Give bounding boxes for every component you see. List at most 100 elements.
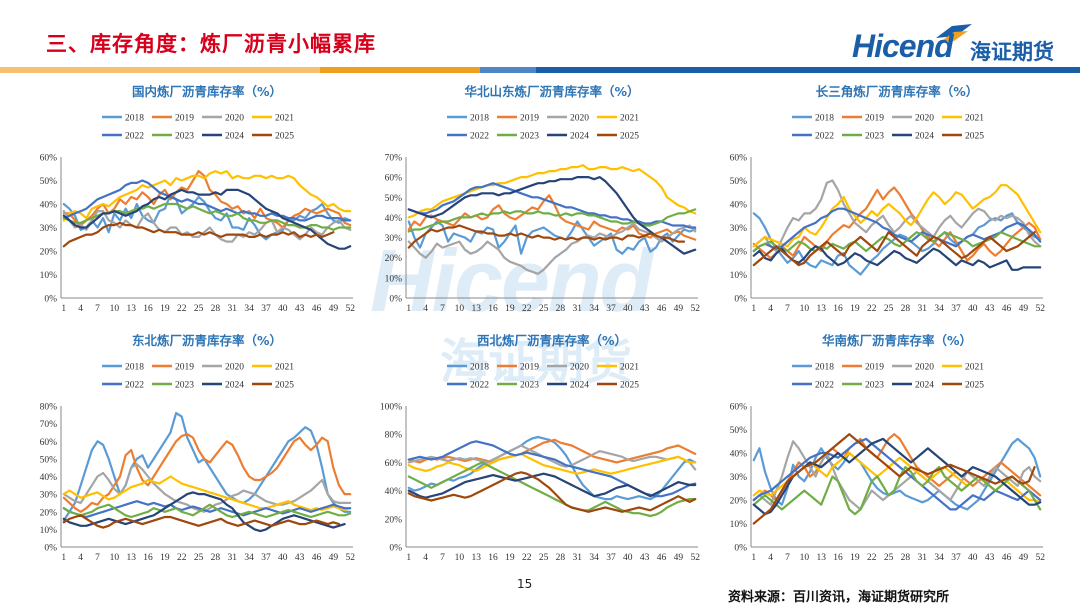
x-tick-label: 19 [505, 304, 515, 314]
series-line-2019 [407, 194, 697, 241]
y-tick-label: 20% [730, 497, 748, 507]
x-tick-label: 4 [78, 553, 83, 563]
x-tick-label: 19 [160, 304, 170, 314]
y-tick-label: 40% [730, 450, 748, 460]
x-tick-label: 10 [455, 553, 465, 563]
x-tick-label: 25 [539, 304, 549, 314]
x-tick-label: 25 [194, 553, 204, 563]
series-line-2019 [62, 169, 352, 229]
page-title: 三、库存角度：炼厂沥青小幅累库 [46, 32, 376, 56]
logo-flag-icon [936, 24, 972, 42]
x-tick-label: 16 [833, 304, 843, 314]
x-tick-label: 4 [768, 304, 773, 314]
series-line-2024 [407, 175, 697, 255]
series-line-2021 [62, 475, 352, 512]
y-tick-label: 30% [730, 224, 748, 234]
x-tick-label: 40 [278, 553, 288, 563]
legend-label: 2025 [275, 381, 294, 391]
legend-label: 2020 [570, 363, 589, 373]
x-tick-label: 19 [505, 553, 515, 563]
x-tick-label: 10 [800, 304, 810, 314]
series-line-2019 [62, 433, 352, 513]
x-tick-label: 46 [1002, 304, 1012, 314]
x-tick-label: 34 [244, 304, 254, 314]
x-tick-label: 22 [177, 553, 187, 563]
chart-title: 西北炼厂沥青库存率（%） [477, 333, 627, 348]
series-line-2025 [62, 221, 335, 248]
x-tick-label: 46 [1002, 553, 1012, 563]
chart-title: 华北山东炼厂沥青库存率（%） [464, 84, 639, 99]
chart-title: 东北炼厂沥青库存率（%） [132, 333, 282, 348]
header-band-3 [480, 67, 536, 73]
y-tick-label: 50% [40, 177, 58, 187]
x-tick-label: 13 [816, 304, 826, 314]
chart-svg: 东北炼厂沥青库存率（%） 2018 2019 2020 2021 2022 2023 2024… [40, 333, 356, 563]
series-line-2020 [752, 440, 1042, 511]
series-line-2021 [407, 452, 697, 475]
legend-label: 2023 [520, 381, 539, 391]
legend-label: 2023 [175, 381, 194, 391]
y-tick-label: 0% [734, 295, 747, 305]
x-tick-label: 13 [126, 304, 136, 314]
legend-label: 2022 [815, 381, 834, 391]
x-tick-label: 43 [295, 304, 305, 314]
x-tick-label: 34 [934, 553, 944, 563]
y-tick-label: 100% [380, 403, 402, 413]
chart-svg: 西北炼厂沥青库存率（%） 2018 2019 2020 2021 2022 2023 2024… [380, 333, 700, 563]
legend-label: 2018 [470, 114, 489, 124]
y-tick-label: 60% [730, 154, 748, 164]
chart-title: 国内炼厂沥青库存率（%） [132, 84, 282, 99]
y-tick-label: 0% [44, 295, 57, 305]
x-tick-label: 25 [539, 553, 549, 563]
x-tick-label: 34 [934, 304, 944, 314]
x-tick-label: 52 [690, 553, 700, 563]
y-tick-label: 10% [40, 271, 58, 281]
chart-svg: 国内炼厂沥青库存率（%） 2018 2019 2020 2021 2022 2023 2024… [40, 84, 356, 314]
y-tick-label: 50% [730, 426, 748, 436]
x-tick-label: 43 [295, 553, 305, 563]
x-tick-label: 52 [345, 304, 355, 314]
legend-label: 2018 [815, 114, 834, 124]
x-tick-label: 19 [850, 304, 860, 314]
legend-label: 2020 [570, 114, 589, 124]
legend-label: 2018 [125, 363, 144, 373]
x-tick-label: 22 [522, 553, 532, 563]
legend-label: 2018 [125, 114, 144, 124]
y-tick-label: 60% [385, 459, 403, 469]
legend-label: 2025 [275, 132, 294, 142]
legend-label: 2019 [520, 363, 539, 373]
y-tick-label: 30% [40, 224, 58, 234]
x-tick-label: 7 [785, 304, 790, 314]
y-tick-label: 40% [385, 214, 403, 224]
y-tick-label: 10% [385, 274, 403, 284]
series-line-2023 [62, 503, 352, 519]
legend-label: 2023 [865, 132, 884, 142]
x-tick-label: 1 [61, 304, 66, 314]
series-line-2025 [407, 471, 697, 513]
x-tick-label: 16 [833, 553, 843, 563]
x-tick-label: 31 [228, 553, 238, 563]
y-tick-label: 40% [730, 201, 748, 211]
y-tick-label: 60% [730, 403, 748, 413]
legend-label: 2025 [620, 381, 639, 391]
legend-label: 2021 [275, 114, 294, 124]
y-tick-label: 80% [385, 431, 403, 441]
x-tick-label: 7 [95, 304, 100, 314]
x-tick-label: 40 [623, 553, 633, 563]
series-line-2024 [62, 491, 346, 533]
x-tick-label: 16 [143, 553, 153, 563]
logo-chinese-name: 海证期货 [970, 40, 1054, 64]
legend-label: 2019 [175, 363, 194, 373]
y-tick-label: 50% [40, 455, 58, 465]
x-tick-label: 43 [985, 304, 995, 314]
x-tick-label: 37 [951, 553, 961, 563]
x-tick-label: 46 [657, 304, 667, 314]
x-tick-label: 7 [440, 553, 445, 563]
x-tick-label: 31 [918, 553, 928, 563]
x-tick-label: 25 [194, 304, 204, 314]
y-tick-label: 20% [385, 515, 403, 525]
x-tick-label: 4 [78, 304, 83, 314]
x-tick-label: 40 [968, 304, 978, 314]
company-logo: Hicend 海证期货 [852, 22, 1062, 68]
y-tick-label: 30% [40, 491, 58, 501]
